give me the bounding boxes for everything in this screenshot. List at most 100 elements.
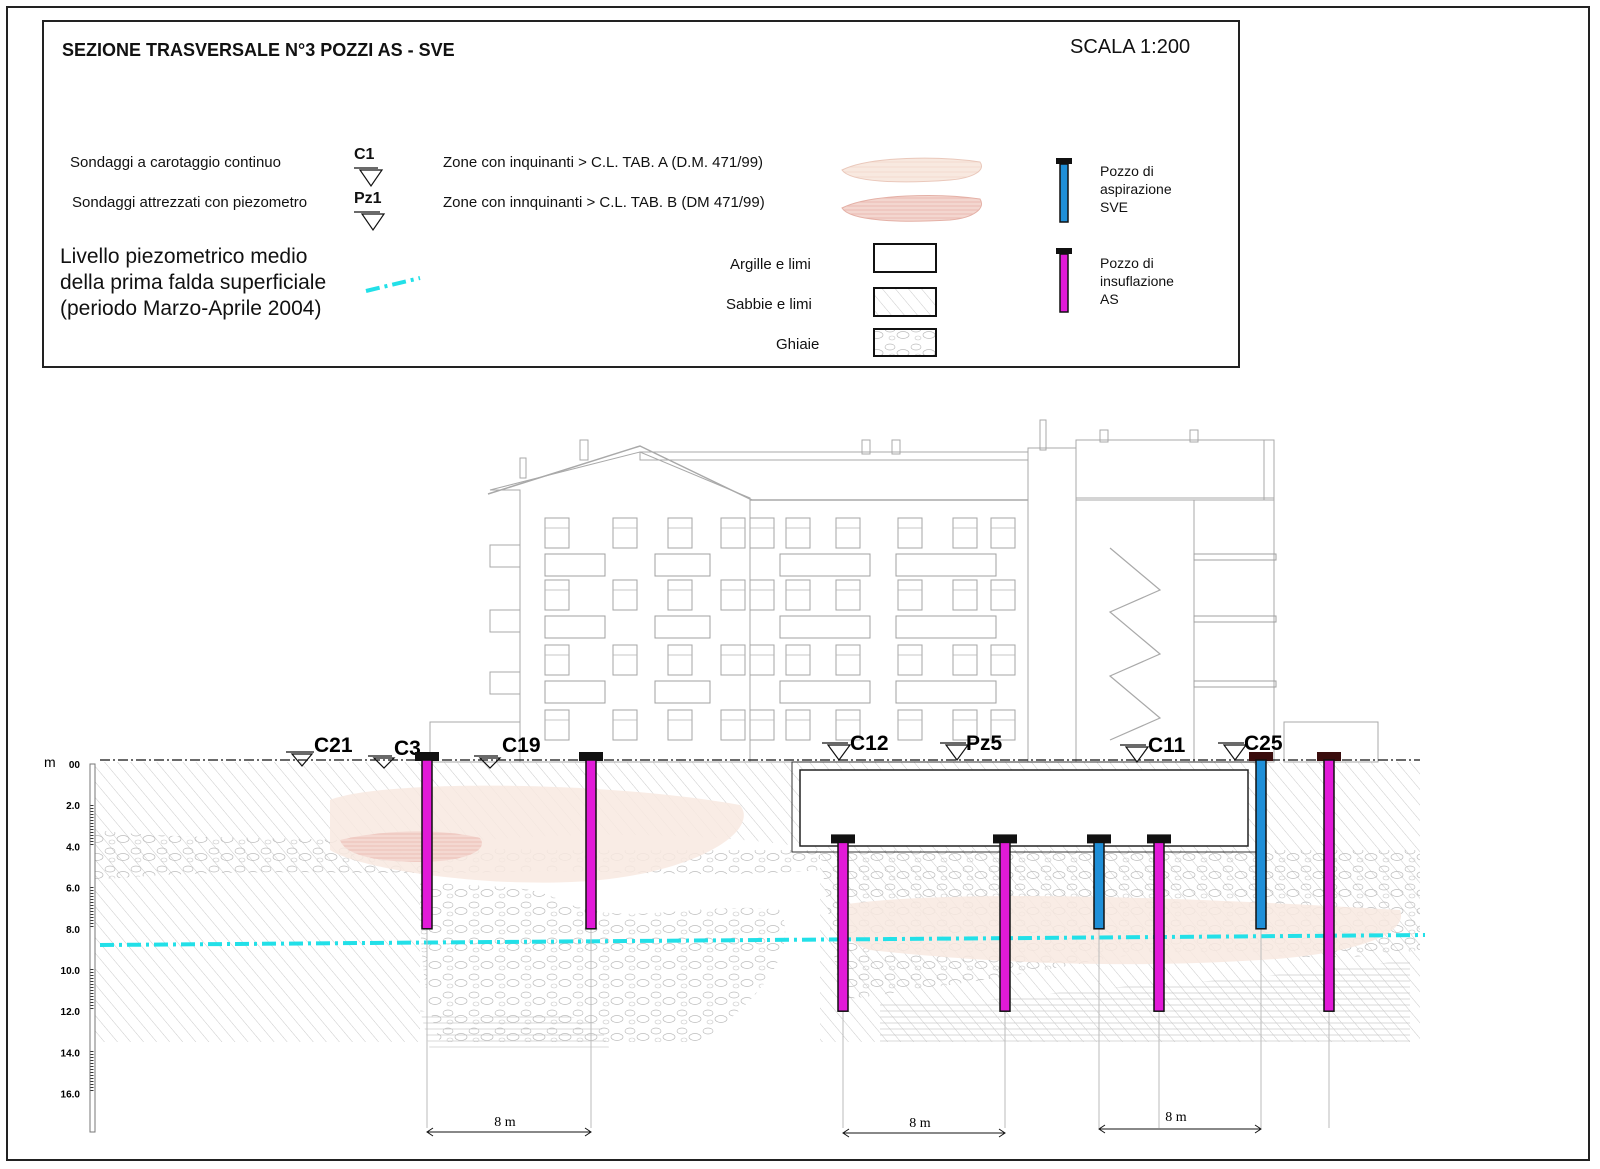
underground-garage: [799, 769, 1249, 847]
legend-falda-label: Livello piezometrico medio della prima f…: [60, 244, 360, 322]
depth-tick-6: 12.0: [61, 1007, 81, 1018]
window-2-3: [720, 644, 746, 676]
balcony-0-1: [654, 553, 711, 577]
borehole-c21: C21: [286, 734, 353, 767]
well-3-as: [837, 841, 849, 1012]
well-2-as: [585, 759, 597, 930]
building-stairs: [1108, 547, 1162, 741]
borehole-c12-label: C12: [850, 732, 889, 755]
depth-tick-2: 4.0: [66, 842, 80, 853]
legend-argille-label: Argille e limi: [730, 256, 811, 273]
well-7-sve: [1255, 759, 1267, 930]
window-1-2: [667, 579, 693, 611]
legend-zona-a-label: Zone con inquinanti > C.L. TAB. A (D.M. …: [443, 154, 764, 171]
window-3-9: [990, 709, 1016, 741]
building-right-wing: [1193, 499, 1275, 763]
dimension-2: 8 m: [842, 1116, 1006, 1138]
borehole-c25-triangle-icon: [1222, 744, 1248, 762]
window-3-4: [749, 709, 775, 741]
window-0-8: [952, 517, 978, 549]
legend-piezometro-label: Sondaggi attrezzati con piezometro: [72, 194, 308, 211]
legend-falda-line1: Livello piezometrico medio: [60, 245, 308, 268]
window-2-8: [952, 644, 978, 676]
legend-falda-line2: della prima falda superficiale: [60, 271, 327, 294]
window-1-9: [990, 579, 1016, 611]
legend-falda-line3: (periodo Marzo-Aprile 2004): [60, 297, 322, 320]
well-2-cap: [579, 752, 603, 761]
well-8-cap: [1317, 752, 1341, 761]
legend-sve-line1: Pozzo di: [1100, 163, 1154, 179]
well-1-as: [421, 759, 433, 930]
dimension-3-label: 8 m: [1165, 1110, 1187, 1125]
window-3-1: [612, 709, 638, 741]
balcony-right-0: [1193, 553, 1277, 561]
building-left-wing: [489, 451, 751, 763]
balcony-right-1: [1193, 615, 1277, 623]
legend-as-line2: insuflazione: [1100, 273, 1174, 289]
well-6-cap: [1147, 834, 1171, 844]
dimension-2-label: 8 m: [909, 1116, 931, 1131]
gravel-pocket-left: [420, 880, 786, 1042]
building-central-block: [749, 499, 1029, 763]
well-6-as: [1153, 841, 1165, 1012]
window-3-6: [835, 709, 861, 741]
building-elevation: [429, 419, 1379, 763]
window-0-9: [990, 517, 1016, 549]
borehole-c25: C25: [1218, 732, 1283, 762]
balcony-1-1: [654, 615, 711, 639]
building-windows: [544, 517, 1016, 741]
window-0-7: [897, 517, 923, 549]
legend-ghiaie-swatch: [873, 328, 937, 357]
window-3-0: [544, 709, 570, 741]
legend-sve-cap: [1056, 158, 1072, 164]
zone-b-contamination-left: [340, 831, 482, 862]
depth-tick-5: 10.0: [61, 966, 81, 977]
legend-graphics: [354, 157, 1072, 357]
balcony-2-2: [779, 680, 871, 704]
borehole-c19: C19: [474, 734, 541, 769]
borehole-c21-triangle-icon: [290, 753, 314, 767]
well-7-cap: [1249, 752, 1273, 761]
depth-unit-label: m: [44, 754, 56, 770]
borehole-c12: C12: [822, 732, 889, 762]
borehole-markers: C21 C3 C19 C12 Pz5 C11: [286, 732, 1283, 769]
water-table-line: [99, 933, 1426, 947]
window-3-8: [952, 709, 978, 741]
legend-box: [42, 20, 1240, 368]
legend-zone-b-swatch: [841, 195, 982, 222]
depth-tick-1: 2.0: [66, 801, 80, 812]
building-stair-tower: [1027, 447, 1077, 763]
legend-as-label: Pozzo di insuflazione AS: [1100, 254, 1220, 308]
balcony-1-3: [895, 615, 997, 639]
well-3-cap: [831, 834, 855, 844]
borehole-c3: C3: [368, 737, 421, 769]
drawing-title: SEZIONE TRASVERSALE N°3 POZZI AS - SVE: [62, 40, 455, 60]
window-2-9: [990, 644, 1016, 676]
window-3-3: [720, 709, 746, 741]
legend-carotaggio-label: Sondaggi a carotaggio continuo: [70, 154, 281, 171]
balcony-0-0: [544, 553, 606, 577]
window-0-4: [749, 517, 775, 549]
legend-c1-triangle-icon: [358, 169, 384, 188]
window-2-4: [749, 644, 775, 676]
well-8-as: [1323, 759, 1335, 1012]
window-2-1: [612, 644, 638, 676]
well-5-cap: [1087, 834, 1111, 844]
soil-section: [95, 759, 1420, 1050]
well-1-cap: [415, 752, 439, 761]
scale-label: SCALA 1:200: [1070, 36, 1191, 58]
window-0-3: [720, 517, 746, 549]
borehole-c11-triangle-icon: [1124, 746, 1150, 764]
borehole-c11-label: C11: [1148, 734, 1186, 757]
legend-sve-line3: SVE: [1100, 199, 1129, 215]
depth-tick-0: 00: [69, 760, 81, 771]
window-0-6: [835, 517, 861, 549]
window-3-5: [785, 709, 811, 741]
window-1-1: [612, 579, 638, 611]
dimension-1-label: 8 m: [494, 1115, 516, 1130]
borehole-c19-label: C19: [502, 734, 541, 757]
window-2-2: [667, 644, 693, 676]
legend-as-line3: AS: [1100, 291, 1119, 307]
borehole-c25-label: C25: [1244, 732, 1283, 755]
borehole-pz5: Pz5: [940, 732, 1003, 762]
